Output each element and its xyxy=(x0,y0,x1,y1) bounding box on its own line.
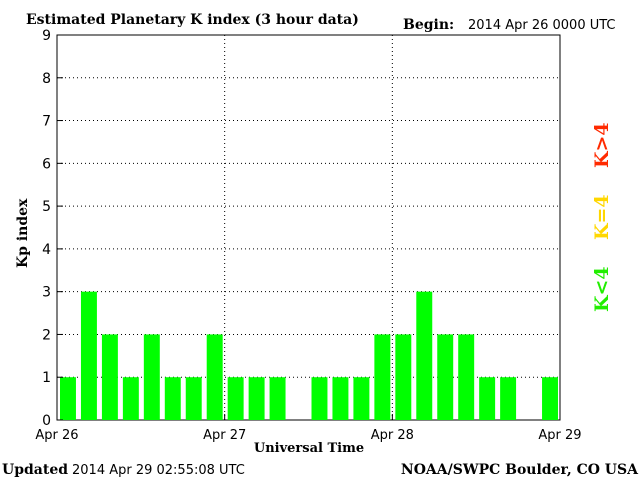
x-tick-label: Apr 28 xyxy=(371,428,414,443)
legend-equal: K=4 xyxy=(591,194,613,240)
bar xyxy=(395,334,412,420)
grid-lines xyxy=(57,34,560,420)
y-tick-label: 1 xyxy=(42,370,51,386)
bar xyxy=(185,377,202,420)
updated-label: Updated xyxy=(2,462,68,478)
y-tick-label: 4 xyxy=(42,242,51,258)
chart-title: Estimated Planetary K index (3 hour data… xyxy=(26,12,359,28)
begin-label: Begin: xyxy=(403,17,454,33)
y-tick-label: 9 xyxy=(42,28,51,44)
bar xyxy=(374,334,391,420)
bar xyxy=(248,377,265,420)
bar xyxy=(80,291,97,420)
bar xyxy=(311,377,328,420)
bar xyxy=(332,377,349,420)
credit: NOAA/SWPC Boulder, CO USA xyxy=(401,462,639,478)
bar xyxy=(437,334,454,420)
bar xyxy=(269,377,286,420)
bar xyxy=(416,291,433,420)
bar xyxy=(60,377,76,420)
y-tick-label: 5 xyxy=(42,199,51,215)
bar xyxy=(143,334,160,420)
begin-value: 2014 Apr 26 0000 UTC xyxy=(468,18,616,33)
bar xyxy=(542,377,558,420)
y-tick-label: 8 xyxy=(42,71,51,87)
bar xyxy=(500,377,517,420)
bar xyxy=(353,377,370,420)
bar xyxy=(206,334,223,420)
y-tick-label: 0 xyxy=(42,413,51,429)
x-axis-label: Universal Time xyxy=(254,441,364,456)
y-axis-label: Kp index xyxy=(15,198,31,268)
bars xyxy=(60,291,558,420)
y-tick-label: 6 xyxy=(42,156,51,172)
plot-frame xyxy=(56,34,561,421)
y-tick-label: 7 xyxy=(42,114,51,130)
legend-above: K>4 xyxy=(591,122,613,168)
y-tick-labels: 0 1 2 3 4 5 6 7 8 9 xyxy=(42,28,63,429)
x-tick-label: Apr 26 xyxy=(35,428,78,443)
x-tick-label: Apr 27 xyxy=(203,428,246,443)
updated-value: 2014 Apr 29 02:55:08 UTC xyxy=(72,463,245,478)
bar xyxy=(458,334,475,420)
x-tick-label: Apr 29 xyxy=(538,428,581,443)
bar xyxy=(101,334,118,420)
bar xyxy=(122,377,139,420)
x-tick-labels: Apr 26 Apr 27 Apr 28 Apr 29 xyxy=(35,414,582,443)
legend-below: K<4 xyxy=(591,266,613,312)
y-tick-label: 3 xyxy=(42,285,51,301)
bar xyxy=(164,377,181,420)
bar xyxy=(479,377,496,420)
y-tick-label: 2 xyxy=(42,327,51,343)
bar xyxy=(227,377,244,420)
